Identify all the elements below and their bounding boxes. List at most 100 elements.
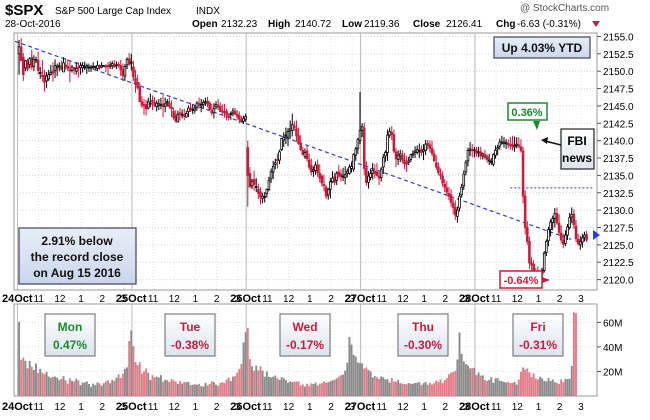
volume-bar: [47, 376, 50, 396]
candle-body: [428, 144, 432, 149]
volume-bar: [153, 377, 156, 396]
volume-bar: [545, 381, 548, 396]
chg-value: -6.63 (-0.31%): [517, 19, 581, 30]
price-time-label: 12: [512, 294, 524, 305]
volume-bar: [198, 383, 201, 396]
candle-body: [180, 113, 184, 116]
candle-body: [104, 65, 108, 68]
candle-body: [481, 153, 485, 157]
candle-body: [390, 131, 394, 135]
candle-body: [498, 141, 502, 147]
volume-bar: [270, 377, 273, 396]
candle-body: [324, 186, 328, 197]
candle-body: [523, 195, 527, 228]
volume-time-label: 24Oct: [2, 401, 33, 413]
volume-bar: [572, 312, 575, 396]
volume-bar: [102, 383, 105, 396]
candle-body: [519, 146, 523, 151]
candle-body: [483, 154, 487, 158]
candlestick-series: [17, 37, 588, 284]
price-time-label: 1: [307, 294, 313, 305]
day-box-frame: [279, 313, 331, 357]
candle-body: [248, 172, 252, 188]
candle-body: [341, 175, 345, 178]
candle-body: [19, 46, 23, 62]
day-pct: -0.17%: [286, 338, 324, 352]
candle-body: [115, 64, 118, 67]
day-change-box: Wed -0.17%: [279, 313, 331, 357]
price-time-label: 3: [235, 294, 241, 305]
candle-body: [545, 240, 548, 253]
volume-bar: [424, 381, 427, 396]
candle-body: [257, 188, 260, 194]
volume-bar: [299, 385, 302, 396]
volume-bar: [335, 378, 338, 396]
candle-body: [187, 107, 190, 112]
volume-bar: [225, 379, 228, 396]
candle-body: [166, 101, 169, 104]
volume-bar: [348, 336, 351, 396]
candle-body: [225, 111, 228, 116]
volume-bar: [498, 380, 501, 396]
volume-bar: [272, 376, 275, 396]
ytd-box: Up 4.03% YTD: [493, 36, 591, 59]
candle-body: [576, 238, 580, 244]
volume-bar: [30, 366, 33, 396]
candle-body: [87, 66, 91, 69]
volume-bar: [159, 375, 162, 396]
volume-bar: [107, 380, 109, 396]
candle-body: [176, 113, 180, 123]
volume-bar: [526, 368, 529, 396]
candle-body: [189, 107, 192, 110]
volume-bar: [549, 381, 552, 396]
volume-time-label: 2: [557, 402, 563, 413]
candle-body: [172, 111, 175, 119]
day-box-frame: [44, 313, 96, 357]
volume-bar: [507, 381, 510, 396]
volume-bar: [62, 376, 65, 396]
open-value: 2132.23: [221, 19, 258, 30]
price-tick-label: 2145.0: [603, 102, 634, 113]
volume-bar: [452, 371, 455, 396]
candle-body: [477, 151, 480, 154]
volume-bar: [168, 381, 171, 396]
price-time-label: 2: [99, 294, 105, 305]
exchange: INDX: [196, 6, 220, 17]
volume-bar: [132, 345, 135, 396]
volume-time-label: 1: [421, 402, 427, 413]
volume-bar: [251, 366, 253, 396]
candle-body: [513, 145, 516, 148]
candle-body: [583, 234, 586, 238]
volume-bar: [509, 383, 512, 396]
volume-bar: [255, 365, 258, 396]
candle-body: [413, 150, 417, 153]
candle-body: [238, 115, 241, 120]
candle-body: [117, 63, 120, 66]
volume-time-label: 25Oct: [116, 401, 147, 413]
volume-bar: [407, 382, 410, 396]
volume-bar: [481, 375, 484, 396]
candle-body: [113, 63, 116, 68]
volume-bar: [316, 385, 319, 396]
candle-body: [68, 69, 72, 72]
candle-body: [233, 111, 237, 115]
price-tick-label: 2130.0: [603, 206, 634, 217]
candle-body: [282, 136, 286, 141]
candle-body: [98, 65, 101, 69]
volume-time-label: 3: [464, 402, 470, 413]
price-time-label: 3: [121, 294, 127, 305]
candle-body: [240, 119, 243, 122]
trough-pointer-icon: [542, 277, 550, 283]
candle-body: [356, 138, 360, 149]
volume-series: [18, 312, 577, 396]
candle-body: [202, 102, 205, 105]
candle-body: [350, 165, 353, 169]
volume-bar: [363, 368, 366, 396]
candle-body: [210, 110, 214, 114]
candle-body: [335, 172, 338, 181]
record-note-line-3: on Aug 15 2016: [33, 266, 121, 280]
price-tick-label: 2132.5: [603, 189, 634, 200]
candle-body: [252, 179, 256, 185]
